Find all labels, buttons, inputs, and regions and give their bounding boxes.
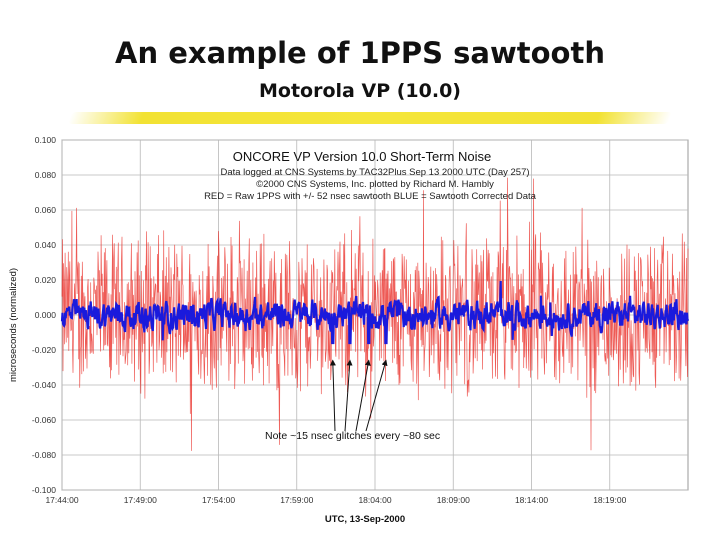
chart-title: ONCORE VP Version 10.0 Short-Term Noise bbox=[233, 149, 491, 164]
y-tick-label: 0.020 bbox=[35, 275, 57, 285]
series-layer bbox=[60, 177, 690, 451]
series-corrected-blue bbox=[60, 280, 690, 345]
slide-title: An example of 1PPS sawtooth bbox=[115, 36, 605, 70]
x-ticks: 17:44:00 17:49:00 17:54:00 17:59:00 18:04:00… bbox=[45, 495, 626, 505]
chart-subtitle-line-1: Data logged at CNS Systems by TAC32Plus … bbox=[220, 167, 529, 178]
y-tick-label: 0.080 bbox=[35, 170, 57, 180]
x-tick-label: 17:49:00 bbox=[124, 495, 157, 505]
y-tick-label: -0.020 bbox=[32, 345, 56, 355]
glitch-arrow bbox=[344, 359, 353, 432]
y-tick-label: 0.100 bbox=[35, 135, 57, 145]
series-raw-red bbox=[61, 177, 689, 451]
y-tick-label: 0.060 bbox=[35, 205, 57, 215]
chart-subtitle-line-3: RED = Raw 1PPS with +/- 52 nsec sawtooth… bbox=[204, 191, 537, 202]
y-tick-label: -0.100 bbox=[32, 485, 56, 495]
x-tick-label: 18:19:00 bbox=[593, 495, 626, 505]
x-tick-label: 17:44:00 bbox=[45, 495, 78, 505]
x-tick-label: 17:59:00 bbox=[280, 495, 313, 505]
y-tick-label: 0.000 bbox=[35, 310, 57, 320]
y-tick-label: -0.060 bbox=[32, 415, 56, 425]
title-underline-highlight bbox=[67, 112, 673, 124]
y-tick-label: -0.040 bbox=[32, 380, 56, 390]
chart-subtitle-line-2: ©2000 CNS Systems, Inc. plotted by Richa… bbox=[256, 179, 494, 190]
y-axis-label: microseconds (normalized) bbox=[8, 268, 19, 382]
glitch-arrows bbox=[329, 359, 388, 432]
y-ticks: 0.100 0.080 0.060 0.040 0.020 0.000 -0.020 -0.0… bbox=[32, 135, 56, 495]
slide-subtitle: Motorola VP (10.0) bbox=[259, 80, 461, 102]
noise-chart: 0.100 0.080 0.060 0.040 0.020 0.000 -0.020 -0.0… bbox=[8, 135, 690, 525]
y-tick-label: 0.040 bbox=[35, 240, 57, 250]
glitch-annotation: Note ~15 nsec glitches every ~80 sec bbox=[265, 430, 440, 442]
x-tick-label: 18:09:00 bbox=[437, 495, 470, 505]
x-tick-label: 18:04:00 bbox=[358, 495, 391, 505]
glitch-arrow bbox=[355, 359, 371, 432]
x-tick-label: 18:14:00 bbox=[515, 495, 548, 505]
x-tick-label: 17:54:00 bbox=[202, 495, 235, 505]
glitch-arrow bbox=[329, 359, 336, 432]
glitch-arrow bbox=[365, 359, 388, 432]
y-tick-label: -0.080 bbox=[32, 450, 56, 460]
x-axis-label: UTC, 13-Sep-2000 bbox=[325, 514, 405, 525]
